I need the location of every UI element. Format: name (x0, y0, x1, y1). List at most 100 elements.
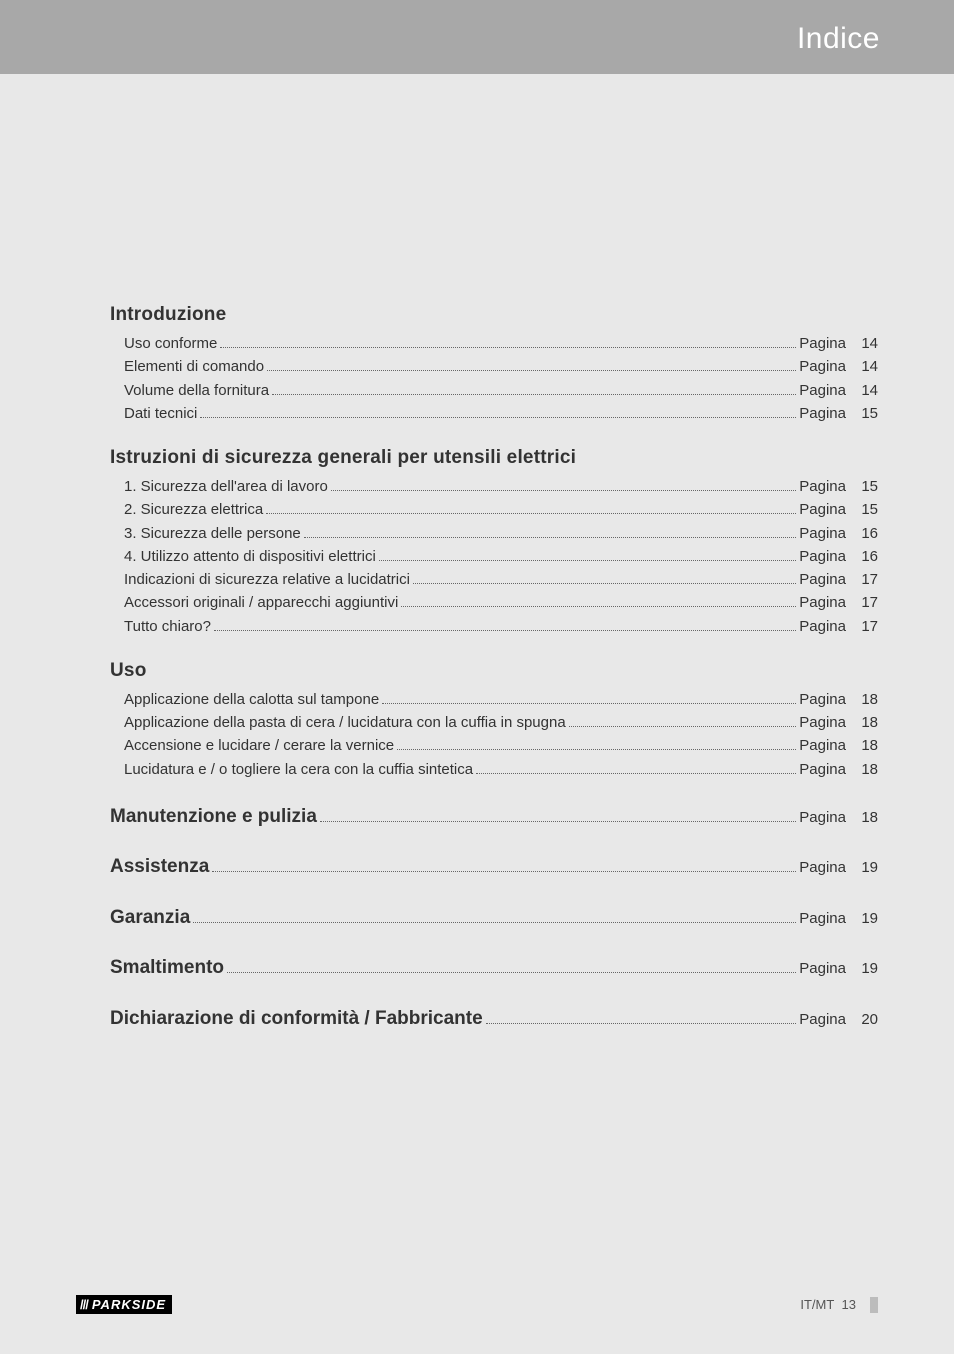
toc-label: 4. Utilizzo attento di dispositivi elett… (124, 545, 376, 568)
toc-leader (227, 972, 796, 973)
toc-entry: Volume della fornitura Pagina 14 (110, 379, 878, 402)
toc-entry: 1. Sicurezza dell'area di lavoro Pagina … (110, 475, 878, 498)
toc-pageword: Pagina (799, 807, 846, 830)
footer: /// PARKSIDE IT/MT 13 (0, 1295, 954, 1314)
toc-label: Accessori originali / apparecchi aggiunt… (124, 591, 398, 614)
toc-content: Introduzione Uso conforme Pagina 14 Elem… (0, 74, 954, 1033)
toc-pagenum: 16 (856, 545, 878, 568)
toc-pageword: Pagina (799, 545, 846, 568)
toc-pageword: Pagina (799, 1009, 846, 1032)
toc-section-inline: Dichiarazione di conformità / Fabbricant… (110, 1005, 878, 1034)
toc-leader (220, 347, 796, 348)
toc-entry: Uso conforme Pagina 14 (110, 332, 878, 355)
toc-pagenum: 14 (856, 332, 878, 355)
toc-entry: Accessori originali / apparecchi aggiunt… (110, 591, 878, 614)
toc-section: Uso Applicazione della calotta sul tampo… (110, 660, 878, 781)
toc-leader (304, 537, 797, 538)
toc-leader (379, 560, 797, 561)
toc-entry: Dati tecnici Pagina 15 (110, 402, 878, 425)
toc-pagenum: 17 (856, 568, 878, 591)
toc-entry: Tutto chiaro? Pagina 17 (110, 615, 878, 638)
toc-pagenum: 15 (856, 498, 878, 521)
section-heading: Manutenzione e pulizia (110, 803, 317, 832)
toc-pageword: Pagina (799, 857, 846, 880)
toc-pagenum: 14 (856, 355, 878, 378)
toc-leader (214, 630, 796, 631)
section-heading: Garanzia (110, 904, 190, 933)
toc-pageword: Pagina (799, 332, 846, 355)
toc-label: Elementi di comando (124, 355, 264, 378)
toc-pagenum: 20 (856, 1009, 878, 1032)
toc-pageword: Pagina (799, 688, 846, 711)
footer-pagenum: 13 (842, 1297, 856, 1312)
toc-label: Uso conforme (124, 332, 217, 355)
page-title: Indice (797, 22, 880, 56)
toc-entry: 2. Sicurezza elettrica Pagina 15 (110, 498, 878, 521)
toc-pagenum: 17 (856, 591, 878, 614)
section-heading: Introduzione (110, 304, 878, 326)
toc-pageword: Pagina (799, 908, 846, 931)
brand-name: PARKSIDE (92, 1297, 166, 1312)
brand-logo: /// PARKSIDE (76, 1295, 172, 1314)
section-heading: Assistenza (110, 853, 209, 882)
page-tab-icon (870, 1297, 878, 1313)
toc-section-inline: Assistenza Pagina 19 (110, 853, 878, 882)
toc-leader (569, 726, 797, 727)
section-heading: Smaltimento (110, 954, 224, 983)
toc-label: Dati tecnici (124, 402, 197, 425)
toc-leader (476, 773, 796, 774)
toc-section-inline: Garanzia Pagina 19 (110, 904, 878, 933)
toc-leader (413, 583, 796, 584)
toc-label: 2. Sicurezza elettrica (124, 498, 263, 521)
section-heading: Istruzioni di sicurezza generali per ute… (110, 447, 878, 469)
toc-section: Istruzioni di sicurezza generali per ute… (110, 447, 878, 638)
toc-label: Lucidatura e / o togliere la cera con la… (124, 758, 473, 781)
toc-entry: Elementi di comando Pagina 14 (110, 355, 878, 378)
toc-leader (193, 922, 796, 923)
toc-pagenum: 19 (856, 908, 878, 931)
toc-pagenum: 18 (856, 758, 878, 781)
toc-leader (266, 513, 796, 514)
footer-pageinfo: IT/MT 13 (800, 1297, 878, 1313)
toc-pageword: Pagina (799, 758, 846, 781)
toc-label: Accensione e lucidare / cerare la vernic… (124, 734, 394, 757)
toc-label: Indicazioni di sicurezza relative a luci… (124, 568, 410, 591)
footer-lang: IT/MT (800, 1297, 834, 1312)
toc-pageword: Pagina (799, 402, 846, 425)
toc-pageword: Pagina (799, 734, 846, 757)
toc-label: Tutto chiaro? (124, 615, 211, 638)
toc-pageword: Pagina (799, 615, 846, 638)
toc-section-inline: Manutenzione e pulizia Pagina 18 (110, 803, 878, 832)
toc-section-inline: Smaltimento Pagina 19 (110, 954, 878, 983)
toc-entry: Indicazioni di sicurezza relative a luci… (110, 568, 878, 591)
toc-entry: Applicazione della pasta di cera / lucid… (110, 711, 878, 734)
toc-label: 3. Sicurezza delle persone (124, 522, 301, 545)
toc-pageword: Pagina (799, 958, 846, 981)
toc-pageword: Pagina (799, 568, 846, 591)
toc-pagenum: 16 (856, 522, 878, 545)
toc-pagenum: 18 (856, 734, 878, 757)
section-heading: Dichiarazione di conformità / Fabbricant… (110, 1005, 483, 1034)
toc-pagenum: 19 (856, 958, 878, 981)
toc-leader (401, 606, 796, 607)
toc-pageword: Pagina (799, 475, 846, 498)
toc-pageword: Pagina (799, 591, 846, 614)
section-heading: Uso (110, 660, 878, 682)
toc-pagenum: 17 (856, 615, 878, 638)
toc-pageword: Pagina (799, 498, 846, 521)
toc-pagenum: 19 (856, 857, 878, 880)
toc-entry: 4. Utilizzo attento di dispositivi elett… (110, 545, 878, 568)
toc-leader (272, 394, 796, 395)
toc-label: Volume della fornitura (124, 379, 269, 402)
brand-stripes-icon: /// (80, 1297, 88, 1312)
toc-leader (486, 1023, 797, 1024)
toc-entry: Accensione e lucidare / cerare la vernic… (110, 734, 878, 757)
toc-pageword: Pagina (799, 379, 846, 402)
header-bar: Indice (0, 0, 954, 74)
toc-pagenum: 14 (856, 379, 878, 402)
toc-entry: 3. Sicurezza delle persone Pagina 16 (110, 522, 878, 545)
toc-leader (200, 417, 796, 418)
toc-label: Applicazione della calotta sul tampone (124, 688, 379, 711)
toc-pageword: Pagina (799, 522, 846, 545)
toc-pagenum: 15 (856, 402, 878, 425)
